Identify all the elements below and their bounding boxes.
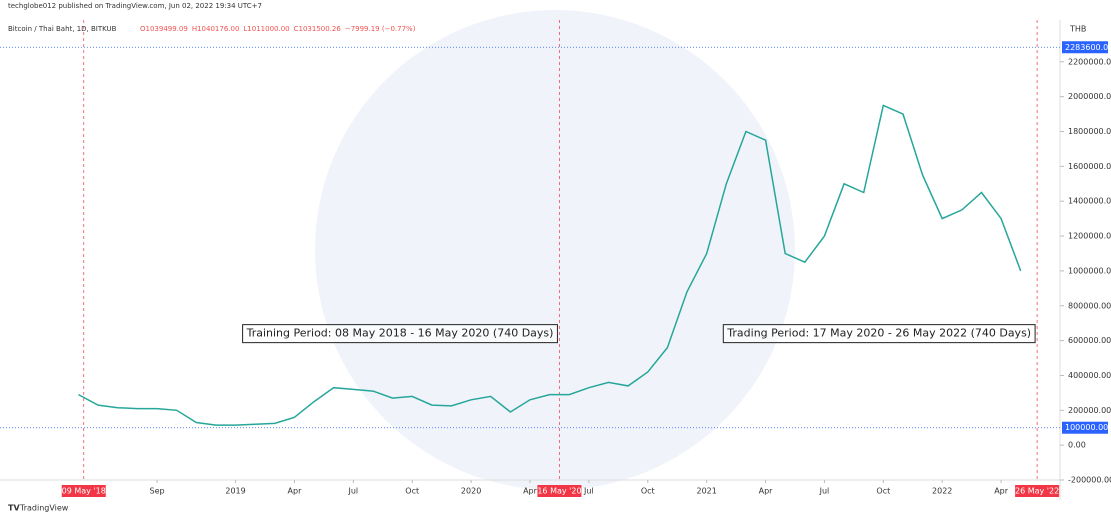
- y-tick-label: 2000000.00: [1068, 92, 1111, 101]
- y-unit: THB: [1069, 25, 1086, 34]
- x-tick-label: Oct: [405, 487, 419, 496]
- y-tick-label: 1800000.00: [1068, 127, 1111, 136]
- y-tick-label: 1000000.00: [1068, 266, 1111, 275]
- publisher: techglobe012 published on TradingView.co…: [8, 2, 262, 10]
- ohlc-value: C1031500.26: [294, 25, 342, 33]
- date-label: 09 May '18: [62, 487, 106, 496]
- y-tick-label: 800000.00: [1068, 301, 1111, 310]
- ohlc-value: H1040176.00: [192, 25, 240, 33]
- y-tick-label: -200000.00: [1068, 476, 1111, 485]
- y-tick-label: 200000.00: [1068, 406, 1111, 415]
- x-tick-label: Apr: [994, 487, 1009, 496]
- y-tick-label: 1600000.00: [1068, 162, 1111, 171]
- y-tick-label: 600000.00: [1068, 336, 1111, 345]
- x-tick-label: Apr: [759, 487, 774, 496]
- x-tick-label: Apr: [288, 487, 303, 496]
- x-tick-label: 2020: [461, 487, 481, 496]
- x-tick-label: Jul: [348, 487, 359, 496]
- x-tick-label: Oct: [641, 487, 655, 496]
- annotation: Trading Period: 17 May 2020 - 26 May 202…: [726, 327, 1031, 340]
- date-label: 16 May '20: [537, 487, 581, 496]
- y-tick-label: 0.00: [1068, 441, 1086, 450]
- x-tick-label: Oct: [876, 487, 890, 496]
- date-label: 26 May '22: [1015, 487, 1059, 496]
- y-tick-label: 1200000.00: [1068, 232, 1111, 241]
- y-tick-label: 1400000.00: [1068, 197, 1111, 206]
- x-tick-label: Apr: [523, 487, 538, 496]
- x-tick-label: Sep: [149, 487, 164, 496]
- ohlc-value: −7999.19 (−0.77%): [345, 25, 416, 33]
- price-label: 100000.00: [1065, 423, 1108, 432]
- y-tick-label: 400000.00: [1068, 371, 1111, 380]
- watermark: [315, 10, 795, 490]
- x-tick-label: 2021: [696, 487, 716, 496]
- footer-logo: TV: [8, 504, 20, 513]
- symbol: Bitcoin / Thai Baht, 1D, BITKUB: [8, 25, 117, 33]
- x-tick-label: 2019: [225, 487, 245, 496]
- ohlc-value: L1011000.00: [243, 25, 289, 33]
- price-label: 2283600.00: [1065, 43, 1111, 52]
- footer: TradingView: [19, 504, 69, 513]
- ohlc-value: O1039499.09: [140, 25, 188, 33]
- x-tick-label: 2022: [932, 487, 952, 496]
- x-tick-label: Jul: [819, 487, 830, 496]
- annotation: Training Period: 08 May 2018 - 16 May 20…: [246, 327, 554, 340]
- chart: techglobe012 published on TradingView.co…: [0, 0, 1111, 515]
- x-tick-label: Jul: [583, 487, 594, 496]
- y-tick-label: 2200000.00: [1068, 57, 1111, 66]
